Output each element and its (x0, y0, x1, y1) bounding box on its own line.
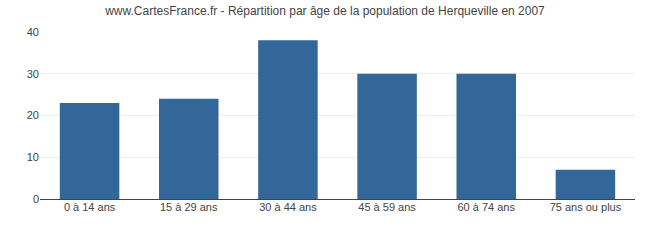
svg-text:20: 20 (27, 109, 39, 121)
svg-text:www.CartesFrance.fr - Répartit: www.CartesFrance.fr - Répartition par âg… (104, 4, 545, 18)
svg-text:10: 10 (27, 151, 39, 163)
svg-text:75 ans ou plus: 75 ans ou plus (550, 201, 622, 213)
svg-text:30: 30 (27, 68, 39, 80)
svg-text:40: 40 (27, 26, 39, 38)
svg-text:30 à 44 ans: 30 à 44 ans (259, 201, 317, 213)
svg-text:15 à 29 ans: 15 à 29 ans (160, 201, 218, 213)
svg-text:0 à 14 ans: 0 à 14 ans (64, 201, 116, 213)
svg-text:60 à 74 ans: 60 à 74 ans (458, 201, 516, 213)
svg-text:45 à 59 ans: 45 à 59 ans (358, 201, 416, 213)
svg-text:0: 0 (33, 193, 39, 205)
